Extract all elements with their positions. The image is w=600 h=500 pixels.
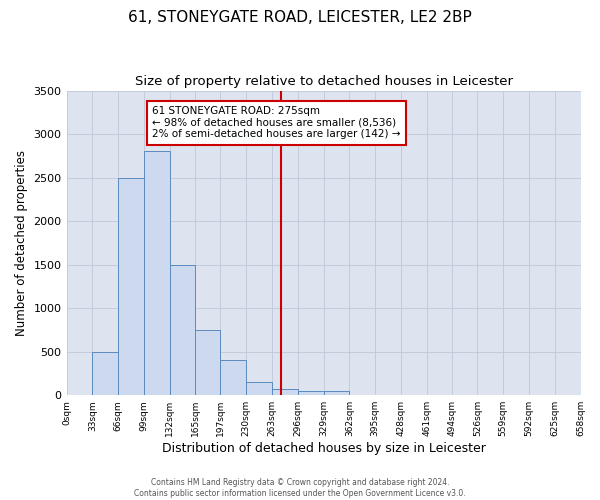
Bar <box>246 382 272 395</box>
Y-axis label: Number of detached properties: Number of detached properties <box>15 150 28 336</box>
Bar <box>298 391 323 395</box>
Text: Contains HM Land Registry data © Crown copyright and database right 2024.
Contai: Contains HM Land Registry data © Crown c… <box>134 478 466 498</box>
Bar <box>118 178 144 395</box>
Bar <box>272 388 298 395</box>
Title: Size of property relative to detached houses in Leicester: Size of property relative to detached ho… <box>134 75 512 88</box>
Bar <box>196 330 220 395</box>
Bar <box>170 264 196 395</box>
Text: 61, STONEYGATE ROAD, LEICESTER, LE2 2BP: 61, STONEYGATE ROAD, LEICESTER, LE2 2BP <box>128 10 472 25</box>
Bar <box>220 360 246 395</box>
X-axis label: Distribution of detached houses by size in Leicester: Distribution of detached houses by size … <box>161 442 485 455</box>
Bar <box>144 152 170 395</box>
Bar <box>323 391 349 395</box>
Text: 61 STONEYGATE ROAD: 275sqm
← 98% of detached houses are smaller (8,536)
2% of se: 61 STONEYGATE ROAD: 275sqm ← 98% of deta… <box>152 106 401 140</box>
Bar <box>92 352 118 395</box>
